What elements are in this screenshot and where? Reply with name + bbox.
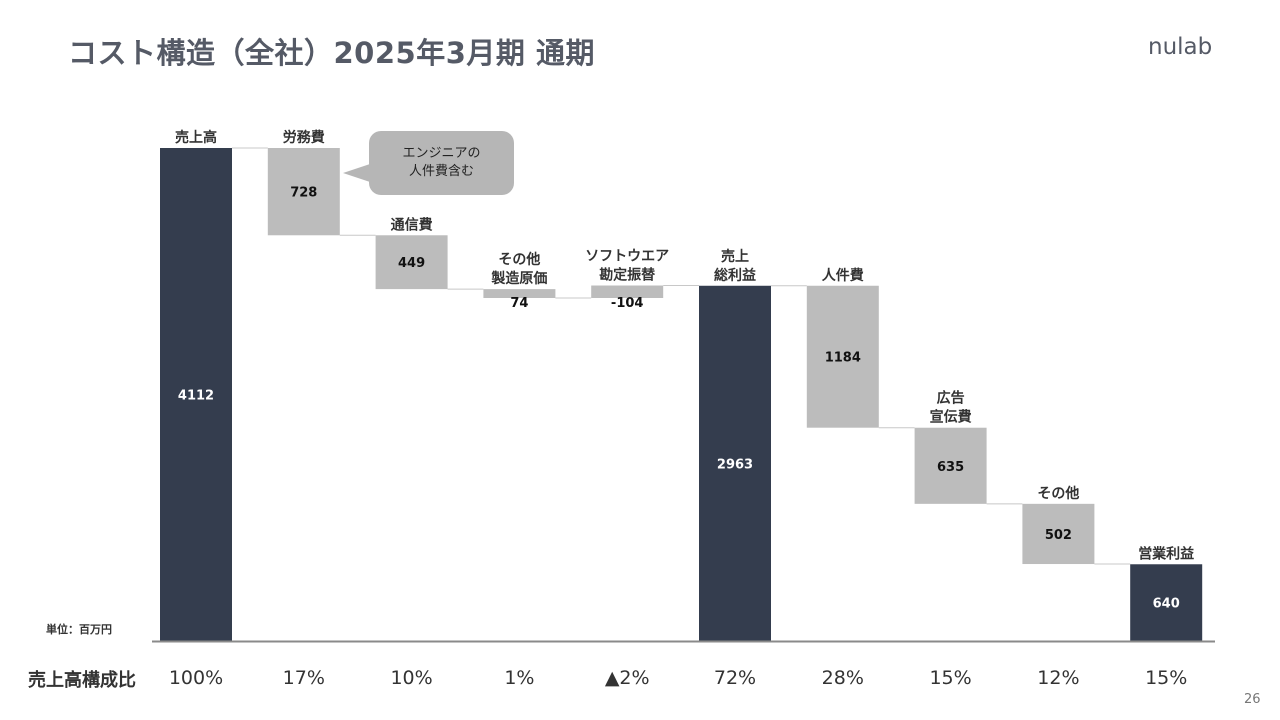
data-label: 635: [937, 460, 964, 475]
ratio-value: 72%: [714, 667, 756, 689]
category-label: 人件費: [822, 267, 864, 284]
ratio-value: 17%: [283, 667, 325, 689]
data-label: 2963: [717, 457, 753, 472]
category-label: 売上: [721, 248, 749, 265]
callout-bubble: エンジニアの 人件費含む: [369, 131, 514, 195]
ratio-value: 10%: [390, 667, 432, 689]
data-label: 640: [1153, 597, 1180, 612]
category-label: 広告: [937, 390, 965, 407]
callout-line-2: 人件費含む: [408, 164, 474, 179]
callout-tail: [343, 164, 370, 182]
data-label: 74: [510, 296, 528, 311]
page-title: コスト構造（全社）2025年3月期 通期: [68, 36, 595, 70]
bar: [375, 235, 448, 290]
ratio-value: 1%: [504, 667, 534, 689]
bar: [591, 285, 664, 298]
category-label: 通信費: [391, 216, 433, 233]
ratio-row-label: 売上高構成比: [28, 670, 136, 691]
category-label: 宣伝費: [930, 409, 972, 426]
data-label: 728: [290, 186, 317, 201]
data-label: 449: [398, 256, 425, 271]
bar: [160, 148, 232, 641]
ratio-value: 12%: [1037, 667, 1079, 689]
category-label: その他: [498, 251, 540, 268]
data-label: 502: [1045, 528, 1072, 543]
brand-logo: nulab: [1148, 34, 1213, 60]
category-label: 総利益: [714, 267, 756, 284]
bar: [1130, 564, 1203, 641]
page-number: 26: [1244, 692, 1261, 707]
data-label: 4112: [178, 389, 214, 404]
category-label: 売上高: [175, 129, 217, 146]
category-label: ソフトウエア: [585, 249, 669, 265]
bar: [699, 285, 771, 641]
bar: [1022, 503, 1095, 565]
bar: [267, 148, 340, 236]
category-label: 製造原価: [490, 270, 547, 287]
unit-note: 単位：百万円: [46, 623, 112, 636]
data-label: -104: [611, 296, 644, 311]
ratio-value: 15%: [1145, 667, 1187, 689]
bar: [914, 427, 987, 504]
category-label: 営業利益: [1138, 545, 1194, 562]
ratio-value: 15%: [929, 667, 971, 689]
category-label: 勘定振替: [599, 267, 656, 284]
ratio-value: 28%: [822, 667, 864, 689]
data-label: 1184: [825, 351, 861, 366]
bar: [806, 285, 879, 428]
category-label: 労務費: [283, 129, 325, 146]
ratio-value: ▲2%: [605, 667, 650, 689]
category-label: その他: [1037, 485, 1079, 502]
callout-line-1: エンジニアの: [402, 146, 481, 161]
ratio-value: 100%: [169, 667, 223, 689]
bar: [483, 289, 556, 298]
